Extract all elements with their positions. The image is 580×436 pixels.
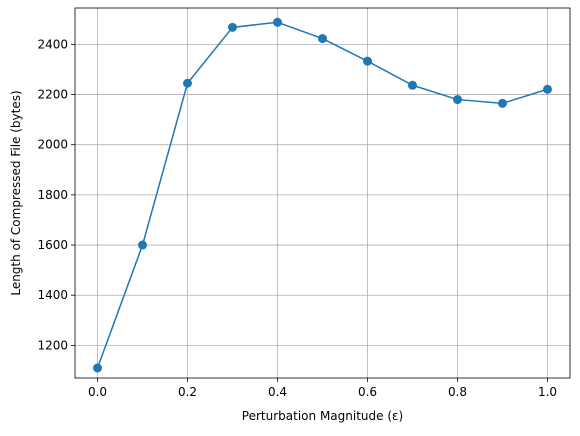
y-axis-ticks: 1200 1400 1600 1800 2000 2200 2400 (37, 37, 75, 352)
x-tick-label: 0.4 (268, 385, 287, 399)
x-axis-ticks: 0.0 0.2 0.4 0.6 0.8 1.0 (88, 378, 557, 399)
y-tick-label: 2200 (37, 88, 68, 102)
x-tick-label: 0.8 (448, 385, 467, 399)
y-tick-label: 1800 (37, 188, 68, 202)
grid (75, 8, 570, 378)
data-point (363, 56, 372, 66)
x-tick-label: 0.6 (358, 385, 377, 399)
data-point (183, 78, 192, 88)
y-tick-label: 1200 (37, 338, 68, 352)
y-axis-label: Length of Compressed File (bytes) (9, 90, 23, 295)
y-tick-label: 1400 (37, 288, 68, 302)
data-point (138, 240, 147, 250)
data-point (543, 84, 552, 94)
data-point (273, 17, 282, 27)
data-point (498, 98, 507, 108)
data-point (408, 80, 417, 90)
data-point (93, 363, 102, 373)
data-point (318, 34, 327, 44)
x-tick-label: 1.0 (538, 385, 557, 399)
x-axis-label: Perturbation Magnitude (ε) (242, 409, 403, 423)
plot-frame (74, 7, 571, 379)
x-tick-label: 0.2 (178, 385, 197, 399)
series-layer (93, 17, 552, 373)
data-point (228, 22, 237, 32)
y-tick-label: 1600 (37, 238, 68, 252)
y-tick-label: 2000 (37, 138, 68, 152)
data-point (453, 95, 462, 105)
y-tick-label: 2400 (37, 37, 68, 51)
x-tick-label: 0.0 (88, 385, 107, 399)
